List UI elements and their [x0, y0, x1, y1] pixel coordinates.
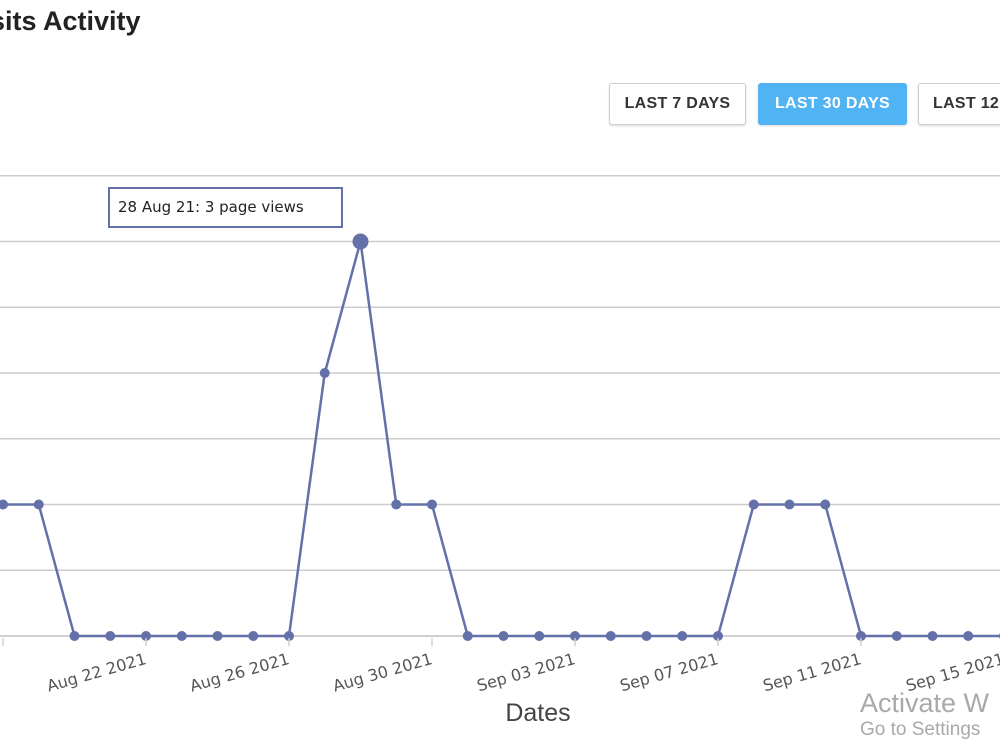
chart-x-ticks: Aug 22 2021 Aug 26 2021 Aug 30 2021 Sep 03 …: [2, 638, 1000, 696]
data-point[interactable]: [319, 368, 330, 378]
data-point[interactable]: [0, 499, 8, 510]
data-point[interactable]: [176, 631, 187, 641]
data-point[interactable]: [391, 499, 402, 510]
x-tick-label: Sep 07 2021: [618, 649, 721, 695]
x-tick-label: Aug 30 2021: [331, 649, 435, 696]
x-axis-title: Dates: [505, 699, 571, 727]
watermark-line-2: Go to Settings: [860, 719, 981, 740]
data-point[interactable]: [605, 631, 616, 641]
data-point[interactable]: [69, 631, 80, 641]
data-point[interactable]: [212, 631, 223, 641]
data-point[interactable]: [856, 631, 866, 641]
data-point[interactable]: [748, 499, 759, 510]
data-point[interactable]: [820, 499, 831, 510]
data-point-highlighted[interactable]: [352, 233, 369, 250]
activate-windows-watermark: Activate W Go to Settings: [860, 688, 989, 741]
data-point[interactable]: [963, 631, 974, 641]
x-tick-label: Aug 22 2021: [45, 649, 149, 696]
data-point[interactable]: [33, 499, 44, 510]
chart-series: [0, 233, 1000, 641]
data-point[interactable]: [677, 631, 688, 641]
x-tick-label: Sep 03 2021: [475, 649, 578, 695]
data-point[interactable]: [641, 631, 652, 641]
data-point[interactable]: [498, 631, 509, 641]
data-point[interactable]: [713, 631, 723, 641]
data-point[interactable]: [570, 631, 580, 641]
data-point[interactable]: [784, 499, 795, 510]
data-point[interactable]: [427, 499, 437, 510]
data-point[interactable]: [927, 631, 938, 641]
last-7-days-button[interactable]: LAST 7 DAYS: [609, 83, 746, 125]
data-point[interactable]: [891, 631, 902, 641]
data-point[interactable]: [248, 631, 259, 641]
data-point[interactable]: [284, 631, 294, 641]
data-point[interactable]: [462, 631, 473, 641]
data-point[interactable]: [141, 631, 151, 641]
data-point-tooltip: 28 Aug 21: 3 page views: [108, 187, 343, 228]
x-tick-label: Aug 26 2021: [188, 649, 292, 696]
x-tick-label: Sep 11 2021: [761, 649, 864, 695]
watermark-line-1: Activate W: [860, 688, 990, 718]
last-12-months-button[interactable]: LAST 12: [918, 83, 1000, 125]
last-30-days-button[interactable]: LAST 30 DAYS: [758, 83, 907, 125]
data-point[interactable]: [534, 631, 545, 641]
page-title: sits Activity: [0, 6, 141, 36]
chart-gridlines: [0, 175, 1000, 637]
data-point[interactable]: [105, 631, 116, 641]
